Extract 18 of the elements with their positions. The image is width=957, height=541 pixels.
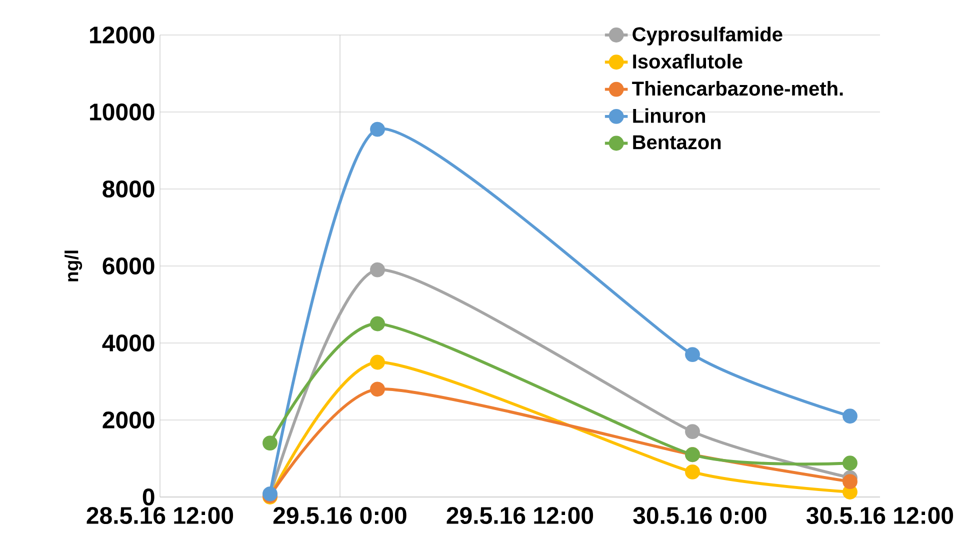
y-tick-label: 0 [142, 488, 154, 506]
legend-label: Isoxaflutole [633, 54, 742, 69]
x-tick-label: 30.5.16 12:00 [806, 507, 954, 524]
y-tick-label: 2000 [102, 411, 154, 428]
y-tick-label: 12000 [90, 26, 154, 44]
x-tick-label: 29.5.16 12:00 [446, 507, 594, 524]
legend-label: Cyprosulfamide [632, 26, 782, 46]
y-tick-label: 6000 [102, 257, 154, 274]
x-tick-label: 29.5.16 0:00 [273, 507, 406, 524]
legend-label: Linuron [633, 108, 706, 123]
y-tick-label: 8000 [102, 180, 154, 198]
x-tick-label: 28.5.16 12:00 [86, 507, 234, 524]
legend-label: Bentazon [633, 135, 721, 150]
y-tick-label: 10000 [90, 103, 154, 120]
legend-label: Thiencarbazone-meth. [632, 81, 843, 96]
x-tick-label: 30.5.16 0:00 [633, 507, 766, 524]
y-tick-label: 4000 [102, 334, 154, 352]
y-axis-title: ng/l [64, 250, 82, 282]
